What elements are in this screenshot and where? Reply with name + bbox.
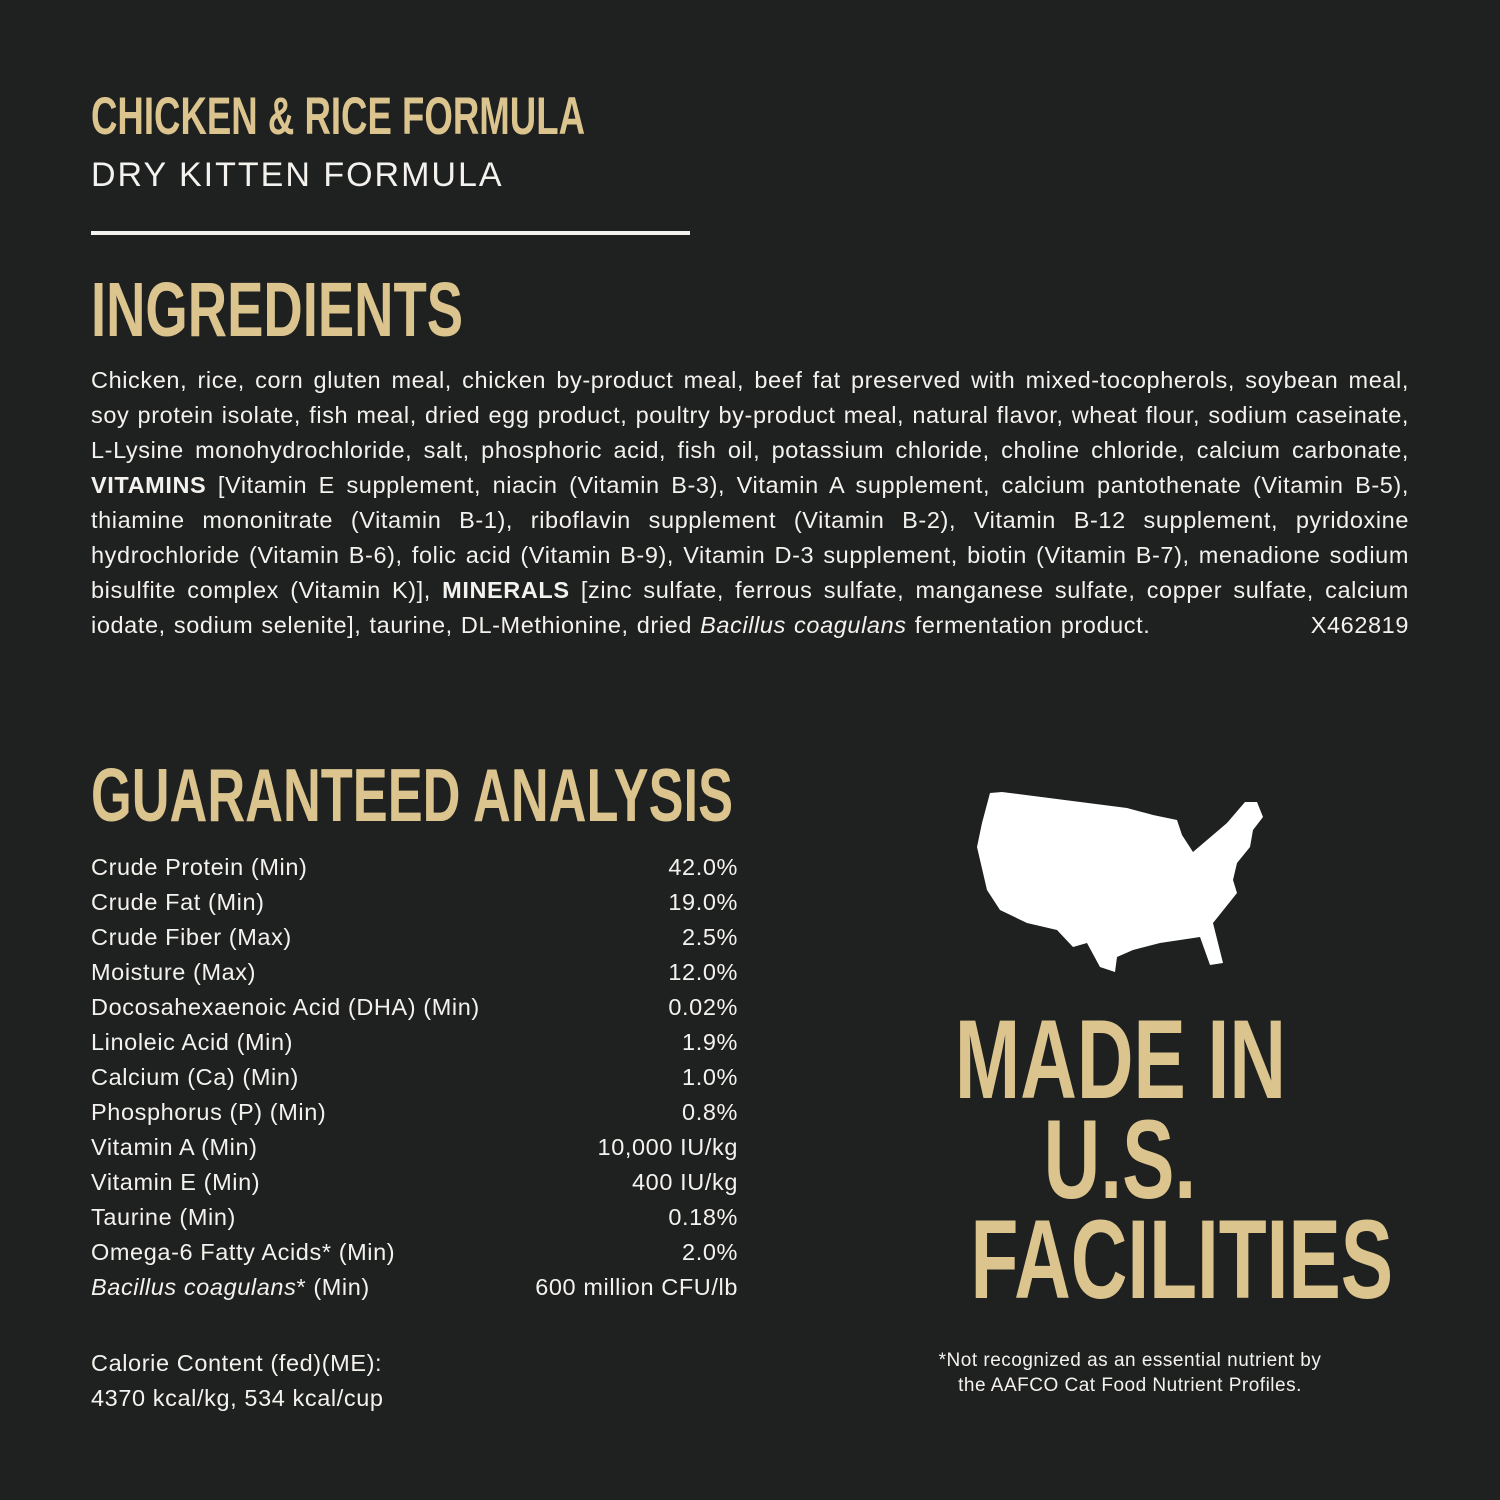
analysis-value: 2.0%	[682, 1239, 738, 1265]
analysis-value: 400 IU/kg	[632, 1169, 738, 1195]
product-subtitle: DRY KITTEN FORMULA	[91, 156, 504, 194]
calorie-content: Calorie Content (fed)(ME): 4370 kcal/kg,…	[91, 1346, 384, 1416]
analysis-label: Crude Fiber (Max)	[91, 924, 292, 950]
analysis-label: Linoleic Acid (Min)	[91, 1029, 294, 1055]
analysis-label: Crude Fat (Min)	[91, 889, 265, 915]
analysis-label: Phosphorus (P) (Min)	[91, 1099, 327, 1125]
analysis-value: 1.9%	[682, 1029, 738, 1055]
analysis-row: Vitamin E (Min) 400 IU/kg	[91, 1165, 738, 1200]
analysis-label: Omega-6 Fatty Acids* (Min)	[91, 1239, 396, 1265]
analysis-value: 19.0%	[668, 889, 738, 915]
ingredients-part: [zinc sulfate, ferrous sulfate, manganes…	[91, 577, 1409, 638]
made-in-usa-badge: MADE IN U.S. FACILITIES	[880, 997, 1393, 1316]
analysis-row: Vitamin A (Min) 10,000 IU/kg	[91, 1130, 738, 1165]
footnote: *Not recognized as an essential nutrient…	[880, 1348, 1380, 1398]
analysis-value: 1.0%	[682, 1064, 738, 1090]
label-suffix: * (Min)	[296, 1274, 370, 1300]
divider	[91, 231, 690, 235]
badge-line: U.S.	[1043, 1097, 1197, 1222]
calorie-label: Calorie Content (fed)(ME):	[91, 1350, 383, 1376]
badge-line: MADE IN	[954, 997, 1286, 1122]
analysis-row: Linoleic Acid (Min) 1.9%	[91, 1025, 738, 1060]
analysis-label: Calcium (Ca) (Min)	[91, 1064, 299, 1090]
product-title: CHICKEN & RICE FORMULA	[91, 87, 585, 146]
badge-line: FACILITIES	[970, 1197, 1394, 1322]
calorie-value: 4370 kcal/kg, 534 kcal/cup	[91, 1385, 384, 1411]
bacillus-name: Bacillus coagulans	[91, 1274, 297, 1300]
analysis-heading: GUARANTEED ANALYSIS	[91, 753, 733, 837]
product-code: X462819	[1310, 612, 1409, 638]
analysis-value: 600 million CFU/lb	[535, 1274, 738, 1300]
analysis-value: 0.18%	[668, 1204, 738, 1230]
analysis-row: Omega-6 Fatty Acids* (Min) 2.0%	[91, 1235, 738, 1270]
analysis-label: Docosahexaenoic Acid (DHA) (Min)	[91, 994, 480, 1020]
analysis-table: Crude Protein (Min) 42.0% Crude Fat (Min) 1…	[91, 850, 738, 1305]
analysis-label: Moisture (Max)	[91, 959, 257, 985]
ingredients-section: Chicken, rice, corn gluten meal, chicken…	[91, 363, 1409, 643]
ingredients-part: Chicken, rice, corn gluten meal, chicken…	[91, 367, 1409, 463]
minerals-label: MINERALS	[442, 577, 570, 603]
analysis-value: 42.0%	[668, 854, 738, 880]
analysis-row: Crude Fiber (Max) 2.5%	[91, 920, 738, 955]
footnote-line: the AAFCO Cat Food Nutrient Profiles.	[958, 1375, 1302, 1396]
ingredients-part: [Vitamin E supplement, niacin (Vitamin B…	[91, 472, 1409, 603]
analysis-label: Taurine (Min)	[91, 1204, 236, 1230]
analysis-value: 10,000 IU/kg	[597, 1134, 738, 1160]
analysis-row: Crude Protein (Min) 42.0%	[91, 850, 738, 885]
ingredients-text: Chicken, rice, corn gluten meal, chicken…	[91, 363, 1409, 643]
analysis-row: Moisture (Max) 12.0%	[91, 955, 738, 990]
analysis-label: Bacillus coagulans* (Min)	[91, 1270, 370, 1305]
analysis-row: Phosphorus (P) (Min) 0.8%	[91, 1095, 738, 1130]
analysis-row: Calcium (Ca) (Min) 1.0%	[91, 1060, 738, 1095]
analysis-value: 0.8%	[682, 1099, 738, 1125]
analysis-value: 12.0%	[668, 959, 738, 985]
analysis-label: Vitamin A (Min)	[91, 1134, 258, 1160]
analysis-row: Taurine (Min) 0.18%	[91, 1200, 738, 1235]
analysis-row: Crude Fat (Min) 19.0%	[91, 885, 738, 920]
analysis-value: 0.02%	[668, 994, 738, 1020]
ingredients-part: fermentation product.	[906, 612, 1151, 638]
analysis-row: Bacillus coagulans* (Min) 600 million CF…	[91, 1270, 738, 1305]
footnote-line: *Not recognized as an essential nutrient…	[938, 1350, 1322, 1371]
analysis-label: Crude Protein (Min)	[91, 854, 308, 880]
analysis-value: 2.5%	[682, 924, 738, 950]
ingredients-heading: INGREDIENTS	[91, 267, 463, 353]
vitamins-label: VITAMINS	[91, 472, 207, 498]
analysis-row: Docosahexaenoic Acid (DHA) (Min) 0.02%	[91, 990, 738, 1025]
bacillus-name: Bacillus coagulans	[700, 612, 907, 638]
analysis-label: Vitamin E (Min)	[91, 1169, 261, 1195]
